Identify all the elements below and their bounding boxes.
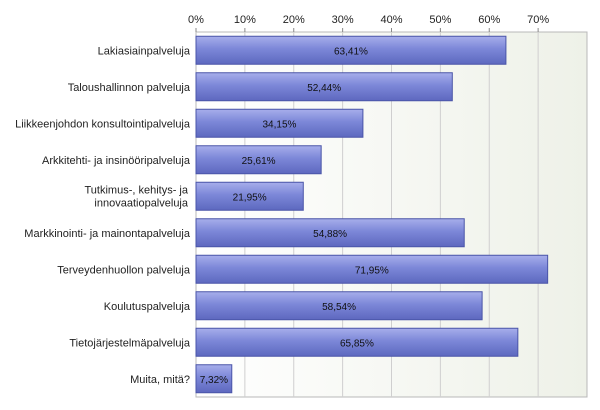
category-label: Liikkeenjohdon konsultointipalveluja: [15, 118, 191, 130]
category-label: Markkinointi- ja mainontapalveluja: [24, 228, 191, 240]
x-tick-label: 40%: [380, 14, 402, 26]
bar: [195, 181, 304, 211]
x-tick-label: 70%: [527, 14, 549, 26]
bar: [195, 327, 519, 357]
data-label: 71,95%: [355, 265, 389, 276]
data-label: 25,61%: [242, 156, 276, 167]
bar: [195, 72, 453, 102]
data-label: 21,95%: [233, 192, 267, 203]
data-label: 34,15%: [262, 119, 296, 130]
category-label: Koulutuspalveluja: [104, 301, 191, 313]
category-label: Terveydenhuollon palveluja: [57, 264, 191, 276]
data-label: 7,32%: [200, 375, 228, 386]
data-label: 63,41%: [334, 46, 368, 57]
x-tick-label: 30%: [332, 14, 354, 26]
bar: [195, 218, 465, 248]
category-label: Lakiasiainpalveluja: [98, 45, 191, 57]
bar: [195, 364, 233, 394]
x-tick-label: 10%: [234, 14, 256, 26]
data-label: 54,88%: [313, 229, 347, 240]
category-label: Arkkitehti- ja insinööripalveluja: [42, 155, 191, 167]
x-tick-label: 60%: [478, 14, 500, 26]
data-label: 65,85%: [340, 338, 374, 349]
category-label: Tietojärjestelmäpalveluja: [69, 337, 191, 349]
bar: [195, 145, 322, 175]
x-axis-ticks: 0% 10% 20% 30% 40% 50% 60% 70%: [188, 14, 549, 32]
x-tick-label: 50%: [429, 14, 451, 26]
x-tick-label: 20%: [283, 14, 305, 26]
bar: [195, 35, 507, 65]
bars: [195, 35, 549, 394]
data-labels: 63,41% 52,44% 34,15% 25,61% 21,95% 54,88% 71,9…: [200, 46, 389, 386]
bar: [195, 254, 549, 284]
bar: [195, 108, 364, 138]
category-label: Taloushallinnon palveluja: [68, 82, 191, 94]
category-label: Tutkimus-, kehitys- ja innovaatiopalveluj…: [84, 184, 188, 209]
x-tick-label: 0%: [188, 14, 204, 26]
data-label: 52,44%: [307, 83, 341, 94]
category-label: Muita, mitä?: [130, 374, 190, 386]
bar: [195, 291, 483, 321]
data-label: 58,54%: [322, 302, 356, 313]
category-labels: Lakiasiainpalveluja Taloushallinnon palve…: [15, 45, 191, 386]
